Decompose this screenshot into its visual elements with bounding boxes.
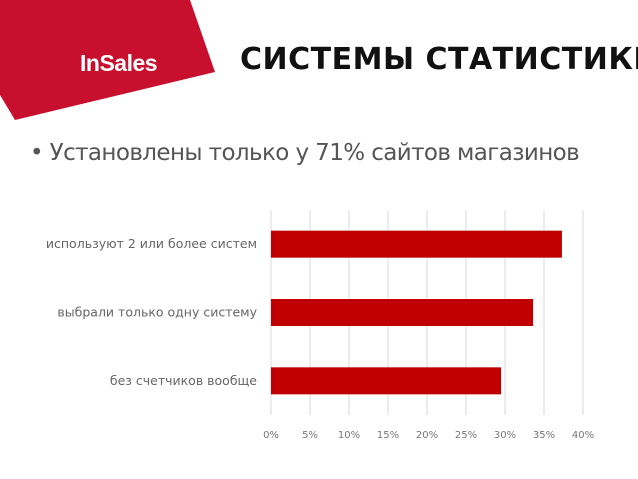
x-tick-label: 5% [302,430,318,441]
insales-logo: InSales [80,50,158,76]
x-tick-label: 0% [263,430,279,441]
category-label: используют 2 или более систем [46,236,257,251]
bar [271,299,534,326]
x-tick-label: 10% [338,430,360,441]
bar [271,367,502,395]
x-tick-label: 30% [494,430,516,441]
x-tick-label: 35% [533,430,555,441]
category-label: выбрали только одну систему [57,305,257,320]
bar [271,230,562,258]
x-tick-label: 15% [377,430,399,441]
x-tick-label: 25% [455,430,477,441]
bullet-text: • Установлены только у 71% сайтов магази… [30,140,580,166]
x-tick-label: 40% [572,430,594,441]
category-label: без счетчиков вообще [110,373,257,388]
x-tick-label: 20% [416,430,438,441]
page-title: СИСТЕМЫ СТАТИСТИКИ [240,42,638,77]
